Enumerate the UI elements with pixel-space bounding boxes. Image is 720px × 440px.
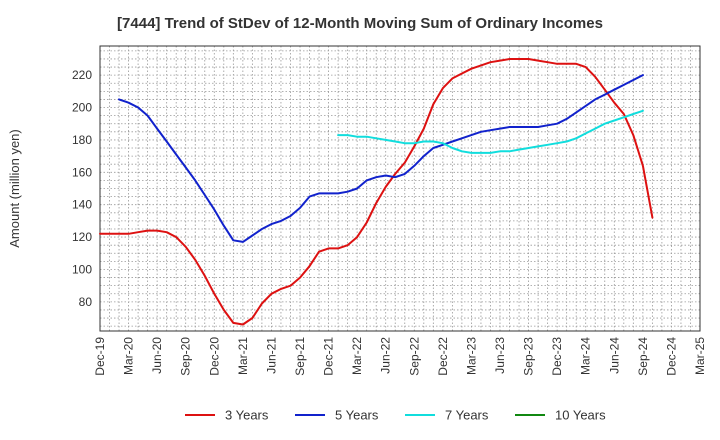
x-tick-label: Mar-21 [236,337,250,375]
x-tick-label: Sep-20 [179,337,193,376]
x-tick-label: Mar-24 [579,337,593,375]
x-tick-label: Sep-23 [522,337,536,376]
legend-label: 5 Years [335,408,379,423]
chart-title: [7444] Trend of StDev of 12-Month Moving… [117,15,603,32]
legend-label: 10 Years [555,408,606,423]
legend-label: 3 Years [225,408,269,423]
y-tick-label: 140 [72,198,92,212]
y-tick-label: 120 [72,230,92,244]
x-tick-label: Jun-24 [607,337,621,374]
x-tick-label: Dec-20 [207,337,221,376]
y-tick-label: 200 [72,101,92,115]
x-tick-label: Jun-21 [264,337,278,374]
legend-label: 7 Years [445,408,489,423]
legend: 3 Years 5 Years 7 Years 10 Years [185,408,606,423]
series-line-5-years [118,74,644,243]
x-tick-label: Sep-21 [293,337,307,376]
y-tick-label: 100 [72,262,92,276]
x-tick-label: Jun-20 [150,337,164,374]
x-tick-label: Dec-24 [664,337,678,376]
x-tick-label: Mar-23 [464,337,478,375]
x-tick-label: Jun-23 [493,337,507,374]
x-tick-label: Dec-21 [322,337,336,376]
x-tick-label: Sep-24 [636,337,650,376]
x-tick-label: Dec-19 [93,337,107,376]
x-tick-label: Mar-25 [693,337,707,375]
x-tick-label: Mar-20 [122,337,136,375]
x-tick-label: Dec-23 [550,337,564,376]
x-tick-label: Sep-22 [407,337,421,376]
y-axis-label: Amount (million yen) [7,129,22,248]
y-tick-label: 180 [72,133,92,147]
x-tick-label: Dec-22 [436,337,450,376]
series-line-7-years [337,109,644,154]
y-tick-label: 160 [72,165,92,179]
series-line-3-years [99,58,654,326]
x-tick-label: Mar-22 [350,337,364,375]
plot-area: 80 100 120 140 160 180 200 220 Dec-19 Mar-20 Jun-2… [72,45,707,376]
x-tick-label: Jun-22 [379,337,393,374]
plot-background [100,46,700,331]
y-tick-label: 220 [72,68,92,82]
plot-frame [99,45,701,332]
y-tick-label: 80 [79,295,93,309]
